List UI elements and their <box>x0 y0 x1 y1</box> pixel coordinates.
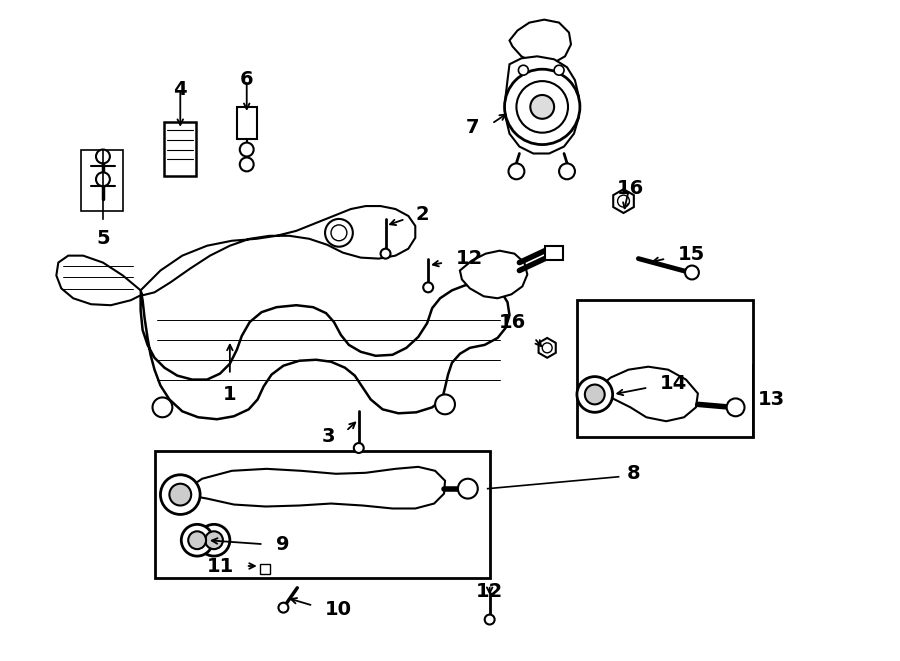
Circle shape <box>96 149 110 163</box>
Text: 5: 5 <box>96 229 110 248</box>
Text: 6: 6 <box>240 70 254 89</box>
Circle shape <box>726 399 744 416</box>
Circle shape <box>205 531 223 549</box>
Text: 14: 14 <box>661 374 688 393</box>
Circle shape <box>505 69 580 145</box>
Bar <box>165 122 196 176</box>
Circle shape <box>585 385 605 405</box>
Polygon shape <box>460 251 527 298</box>
Polygon shape <box>180 467 445 508</box>
Circle shape <box>517 81 568 133</box>
Circle shape <box>518 65 528 75</box>
Bar <box>81 149 122 211</box>
Text: 3: 3 <box>321 426 335 446</box>
Circle shape <box>458 479 478 498</box>
Polygon shape <box>140 206 415 295</box>
Circle shape <box>331 225 346 241</box>
Polygon shape <box>57 256 140 305</box>
Circle shape <box>188 531 206 549</box>
Circle shape <box>435 395 455 414</box>
Circle shape <box>152 397 173 417</box>
Polygon shape <box>538 338 556 358</box>
Text: 16: 16 <box>500 313 526 332</box>
Bar <box>254 560 275 578</box>
Circle shape <box>530 95 554 119</box>
Polygon shape <box>509 20 571 64</box>
Text: 12: 12 <box>456 249 483 268</box>
Circle shape <box>169 484 191 506</box>
Circle shape <box>325 219 353 247</box>
Text: 7: 7 <box>466 118 480 137</box>
Text: 9: 9 <box>276 535 290 554</box>
Circle shape <box>239 157 254 171</box>
Circle shape <box>554 65 564 75</box>
Polygon shape <box>140 284 509 419</box>
Text: 8: 8 <box>626 464 640 483</box>
Bar <box>237 107 256 139</box>
Text: 11: 11 <box>207 557 234 576</box>
Bar <box>545 246 563 260</box>
Circle shape <box>160 475 200 514</box>
Bar <box>259 564 269 574</box>
Text: 12: 12 <box>476 582 503 601</box>
Text: 1: 1 <box>223 385 237 404</box>
Text: 13: 13 <box>758 390 785 409</box>
Circle shape <box>278 603 288 613</box>
Circle shape <box>198 524 230 556</box>
Circle shape <box>354 443 364 453</box>
Polygon shape <box>506 56 579 153</box>
Circle shape <box>239 143 254 157</box>
Circle shape <box>559 163 575 179</box>
Circle shape <box>685 266 699 280</box>
Polygon shape <box>597 367 698 421</box>
Bar <box>155 451 490 578</box>
Polygon shape <box>613 189 634 213</box>
Text: 16: 16 <box>616 179 644 198</box>
Text: 2: 2 <box>415 206 429 225</box>
Circle shape <box>423 282 433 292</box>
Circle shape <box>181 524 213 556</box>
Text: 4: 4 <box>174 80 187 99</box>
Circle shape <box>381 249 391 258</box>
Text: 10: 10 <box>325 600 352 619</box>
Circle shape <box>485 615 495 625</box>
Text: 15: 15 <box>678 245 706 264</box>
Circle shape <box>508 163 525 179</box>
Circle shape <box>96 173 110 186</box>
Circle shape <box>577 377 613 412</box>
Bar <box>577 300 753 437</box>
